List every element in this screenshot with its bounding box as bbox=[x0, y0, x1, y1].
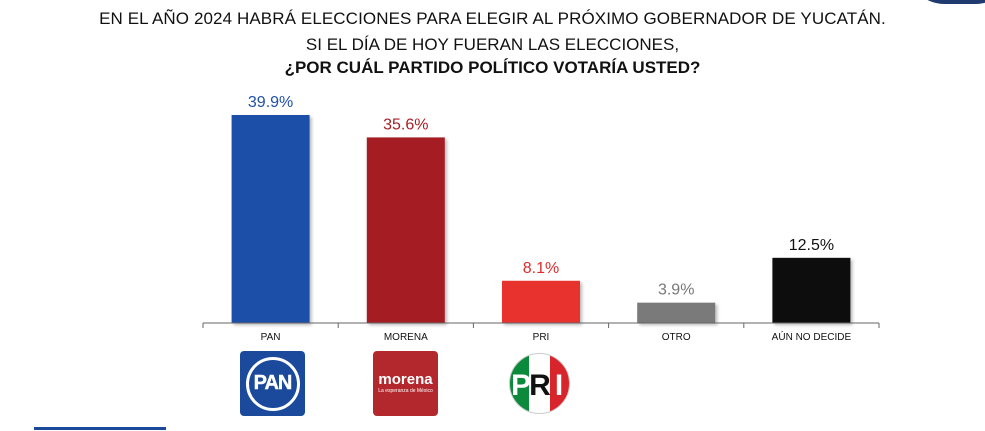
morena-logo-tagline: La esperanza de México bbox=[378, 388, 433, 394]
pri-letter-i: I bbox=[555, 369, 563, 402]
bar-pan bbox=[231, 115, 310, 323]
pan-logo-ring: PAN bbox=[245, 356, 300, 411]
morena-logo: morena La esperanza de México bbox=[373, 351, 438, 416]
corner-decoration bbox=[905, 0, 985, 4]
footer-accent-line bbox=[34, 427, 166, 430]
pri-letter-p: P bbox=[511, 369, 531, 402]
pan-logo: PAN bbox=[240, 351, 305, 416]
morena-logo-text: morena bbox=[378, 371, 433, 388]
pri-logo: P R I bbox=[509, 353, 570, 414]
bar-aun-no-decide bbox=[772, 257, 851, 323]
pri-letter-r: R bbox=[529, 369, 551, 402]
value-label-pan: 39.9% bbox=[248, 94, 293, 111]
value-label-pri: 8.1% bbox=[523, 260, 559, 277]
value-label-aun-no-decide: 12.5% bbox=[789, 237, 834, 254]
chart-question: ¿POR CUÁL PARTIDO POLÍTICO VOTARÍA USTED… bbox=[284, 58, 701, 77]
value-label-morena: 35.6% bbox=[383, 116, 428, 133]
category-label-pri: PRI bbox=[533, 332, 550, 343]
bar-chart: 39.9% PAN 35.6% MORENA 8.1% PRI 3.9% OTRO 12.5% A… bbox=[202, 94, 880, 343]
bar-pri bbox=[502, 280, 580, 323]
category-label-morena: MORENA bbox=[384, 332, 428, 343]
category-label-aun-no-decide: AÚN NO DECIDE bbox=[772, 330, 852, 343]
pan-logo-text: PAN bbox=[253, 372, 292, 394]
bar-morena bbox=[366, 137, 445, 323]
chart-title-line-2: SI EL DÍA DE HOY FUERAN LAS ELECCIONES, bbox=[305, 35, 680, 54]
chart-title-line-1: EN EL AÑO 2024 HABRÁ ELECCIONES PARA ELE… bbox=[99, 9, 886, 28]
category-label-pan: PAN bbox=[261, 332, 281, 343]
category-label-otro: OTRO bbox=[662, 332, 691, 343]
value-label-otro: 3.9% bbox=[658, 282, 694, 299]
bar-otro bbox=[637, 302, 716, 323]
